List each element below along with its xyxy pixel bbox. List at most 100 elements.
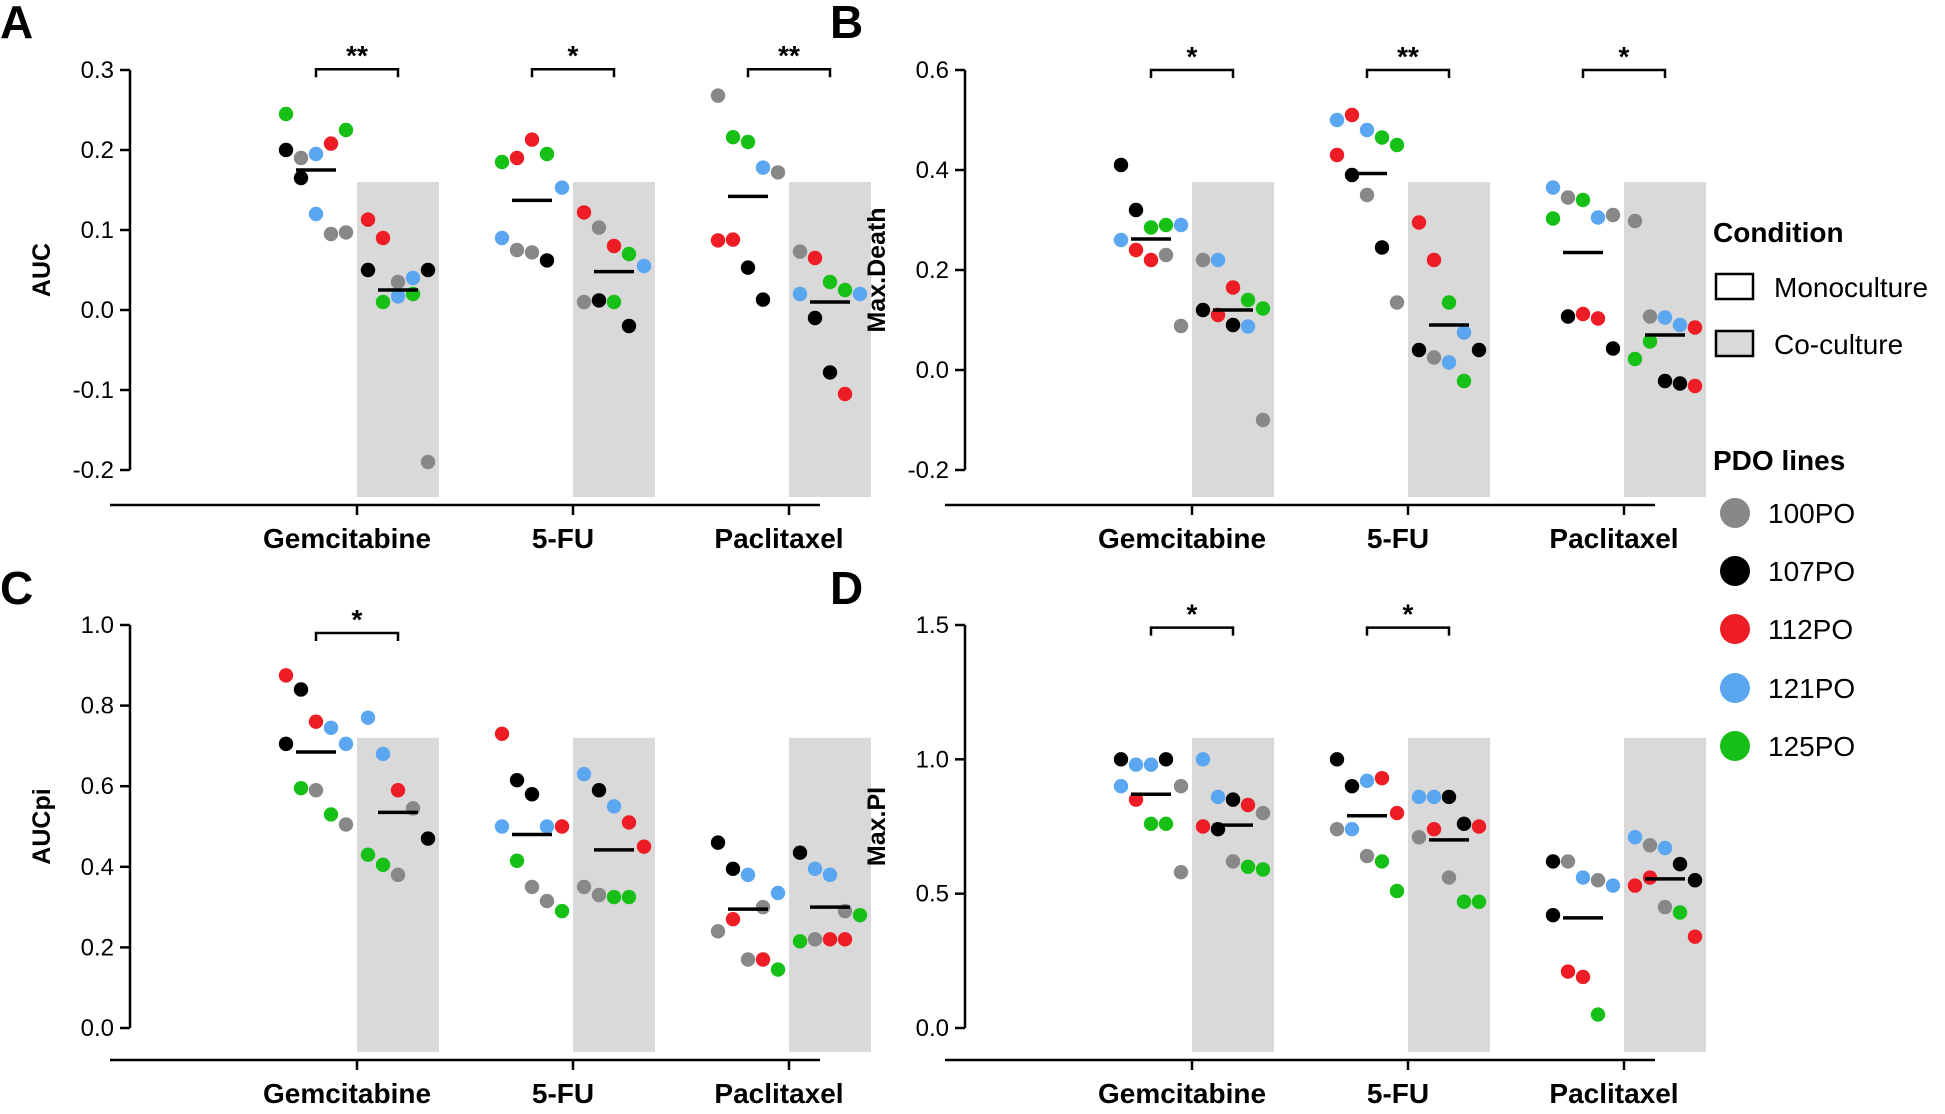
y-tick-label: 1.0 <box>81 612 114 639</box>
legend-swatch-monoculture <box>1714 272 1755 301</box>
data-point-100po <box>1173 318 1189 334</box>
data-point-112po <box>509 150 525 166</box>
data-point-100po <box>1195 252 1211 268</box>
data-point-112po <box>323 136 339 151</box>
data-point-100po <box>1225 854 1241 869</box>
significance-bracket <box>1581 68 1667 78</box>
x-category-label: Gemcitabine <box>263 523 431 554</box>
data-point-125po <box>725 130 741 145</box>
data-point-107po <box>1225 792 1241 807</box>
data-point-107po <box>621 318 637 334</box>
data-point-107po <box>1128 202 1144 218</box>
data-point-125po <box>1240 292 1256 308</box>
data-point-121po <box>807 861 823 877</box>
x-category-label: Gemcitabine <box>1098 523 1266 554</box>
data-point-112po <box>1128 792 1144 807</box>
data-point-112po <box>1411 215 1427 230</box>
y-tick-label: -0.2 <box>908 457 949 484</box>
data-point-112po <box>807 250 823 266</box>
data-point-107po <box>1545 854 1561 869</box>
data-point-112po <box>390 783 406 798</box>
data-point-100po <box>1560 190 1576 205</box>
data-point-121po <box>822 867 838 883</box>
data-point-125po <box>621 246 637 262</box>
data-point-125po <box>293 781 309 796</box>
data-point-121po <box>1411 789 1427 805</box>
data-point-121po <box>1359 122 1375 138</box>
y-tick-label: 0.4 <box>81 854 114 881</box>
coculture-band <box>573 182 655 497</box>
data-point-112po <box>1560 964 1576 979</box>
legend-label-107po: 107PO <box>1768 556 1855 587</box>
significance-label: * <box>1187 599 1198 630</box>
legend: Condition Monoculture Co-culture PDO lin… <box>1713 217 1928 762</box>
x-category-label: 5-FU <box>1367 1078 1429 1109</box>
y-tick-label: -0.1 <box>73 377 114 404</box>
x-category-label: Paclitaxel <box>1549 1078 1678 1109</box>
data-point-100po <box>539 893 555 909</box>
data-point-121po <box>755 160 771 175</box>
x-category-label: Paclitaxel <box>714 1078 843 1109</box>
data-point-100po <box>338 817 354 832</box>
data-point-100po <box>1426 350 1442 365</box>
data-point-107po <box>591 783 607 798</box>
data-point-107po <box>1441 789 1457 805</box>
legend-label-monoculture: Monoculture <box>1774 272 1928 303</box>
data-point-121po <box>308 146 324 162</box>
data-point-112po <box>755 952 771 967</box>
y-tick-label: -0.2 <box>73 457 114 484</box>
data-point-100po <box>591 887 607 903</box>
data-point-107po <box>710 835 726 850</box>
data-point-121po <box>1128 757 1144 772</box>
y-tick-label: 0.4 <box>916 157 949 184</box>
panel-letter: B <box>830 0 863 48</box>
x-category-label: 5-FU <box>532 523 594 554</box>
data-point-121po <box>1210 789 1226 805</box>
y-tick-label: 0.0 <box>81 297 114 324</box>
data-point-100po <box>1359 848 1375 864</box>
panel-letter: A <box>0 0 33 48</box>
data-point-112po <box>1687 378 1703 394</box>
data-point-121po <box>1113 779 1129 794</box>
legend-label-100po: 100PO <box>1768 498 1855 529</box>
data-point-100po <box>1657 899 1673 915</box>
data-point-107po <box>293 170 309 186</box>
data-point-112po <box>1687 320 1703 335</box>
data-point-121po <box>1426 789 1442 805</box>
data-point-112po <box>1374 770 1390 786</box>
data-point-121po <box>636 258 652 274</box>
data-point-112po <box>725 232 741 247</box>
data-point-100po <box>524 245 540 260</box>
data-point-112po <box>1575 969 1591 985</box>
data-point-112po <box>1225 280 1241 295</box>
y-tick-label: 0.2 <box>81 934 114 961</box>
data-point-125po <box>621 889 637 905</box>
data-point-112po <box>725 911 741 927</box>
data-point-121po <box>606 799 622 814</box>
data-point-100po <box>323 226 339 242</box>
data-point-107po <box>1672 376 1688 391</box>
data-point-107po <box>1560 309 1576 324</box>
data-point-125po <box>1545 211 1561 226</box>
data-point-121po <box>360 710 376 725</box>
data-point-100po <box>792 244 808 259</box>
x-category-label: Paclitaxel <box>1549 523 1678 554</box>
y-tick-label: 0.3 <box>81 57 114 84</box>
significance-bracket <box>1365 68 1451 78</box>
x-category-label: 5-FU <box>1367 523 1429 554</box>
data-point-125po <box>1389 883 1405 899</box>
data-point-121po <box>1627 830 1643 845</box>
data-point-125po <box>1471 894 1487 909</box>
data-point-121po <box>1195 752 1211 767</box>
data-point-100po <box>755 899 771 915</box>
data-point-112po <box>576 205 592 220</box>
y-tick-label: 1.0 <box>916 746 949 773</box>
data-point-125po <box>360 847 376 862</box>
data-point-107po <box>1225 317 1241 333</box>
data-point-121po <box>1113 232 1129 248</box>
data-point-125po <box>509 853 525 868</box>
legend-swatch-coculture <box>1714 329 1755 358</box>
data-point-112po <box>822 932 838 947</box>
data-point-107po <box>360 262 376 278</box>
